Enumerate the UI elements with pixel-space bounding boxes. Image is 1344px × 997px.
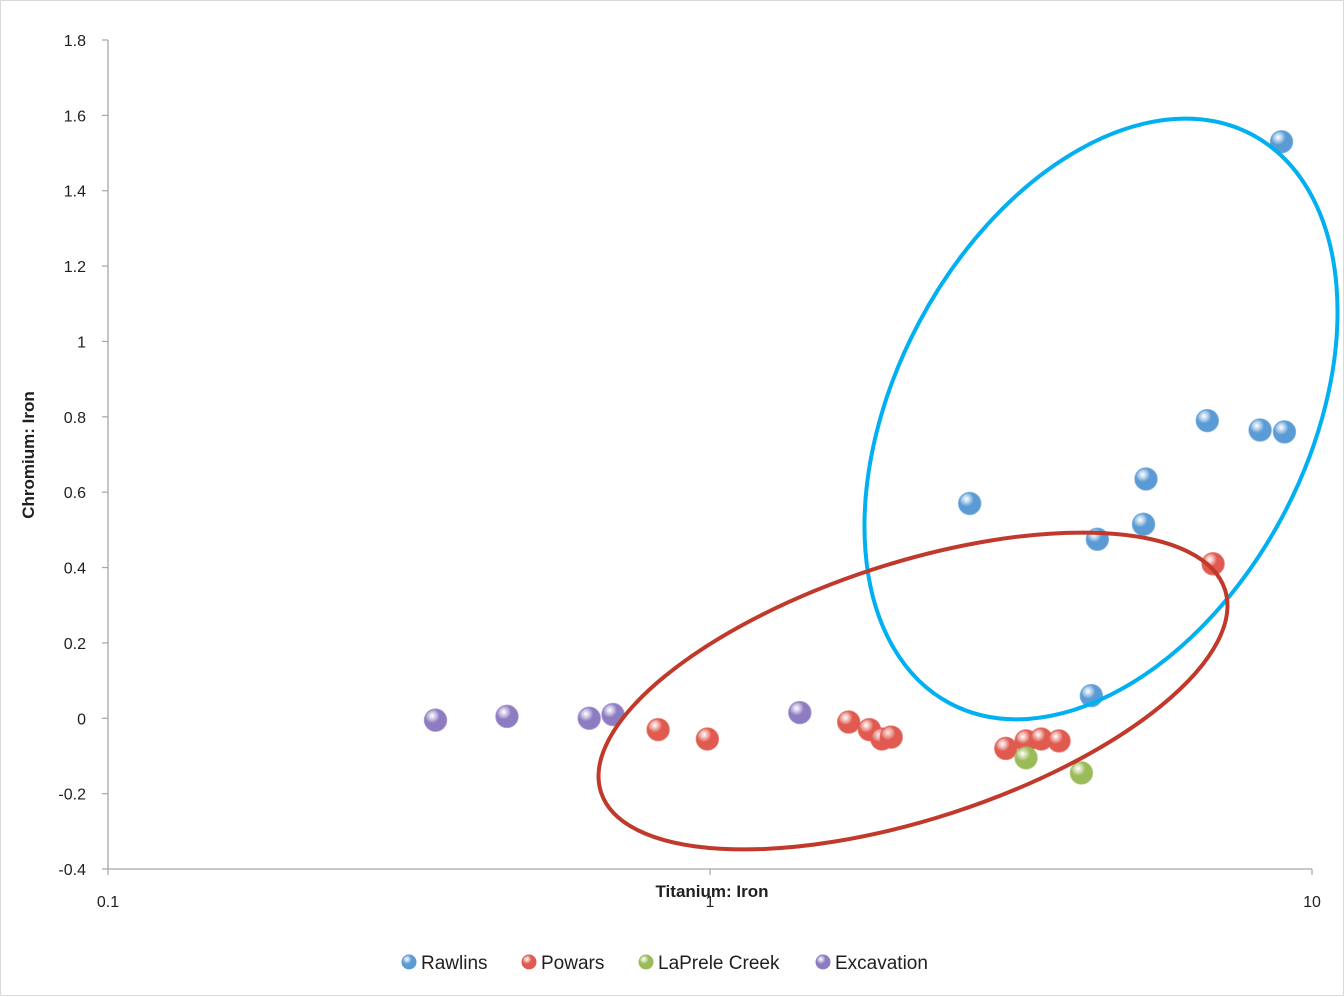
- y-tick-label: 1: [77, 334, 86, 351]
- y-tick-label: 1.8: [64, 33, 86, 50]
- legend-label-rawlins: Rawlins: [421, 953, 488, 974]
- y-tick-label: 1.2: [64, 259, 86, 276]
- legend-label-excavation: Excavation: [835, 953, 928, 974]
- data-point-excavation: [577, 706, 601, 731]
- legend-marker-rawlins: [401, 954, 417, 970]
- data-point-powars: [836, 710, 861, 734]
- data-point-rawlins: [1272, 420, 1297, 444]
- x-tick-label: 1: [706, 894, 715, 911]
- y-axis-title: Chromium: Iron: [19, 391, 38, 519]
- x-tick-label: 0.1: [97, 894, 119, 911]
- data-point-rawlins: [1134, 467, 1158, 491]
- y-tick-label: 0.2: [64, 636, 86, 653]
- data-point-rawlins: [1195, 408, 1220, 433]
- highlight-ellipse-red: [596, 530, 1230, 852]
- data-point-rawlins: [957, 491, 982, 516]
- y-tick-label: -0.4: [58, 862, 86, 879]
- legend-label-laprele-creek: LaPrele Creek: [658, 953, 780, 974]
- highlight-ellipse-blue: [862, 116, 1340, 722]
- x-axis-title: Titanium: Iron: [655, 882, 768, 901]
- data-point-excavation: [423, 708, 448, 732]
- y-tick-label: 1.4: [64, 184, 86, 201]
- y-tick-label: -0.2: [58, 787, 86, 804]
- data-point-laprele-creek: [1014, 746, 1038, 770]
- data-points: [423, 129, 1297, 785]
- legend-label-powars: Powars: [541, 953, 604, 974]
- data-point-excavation: [495, 704, 519, 729]
- y-tick-label: 0.6: [64, 485, 86, 502]
- y-tick-label: 0.4: [64, 561, 86, 578]
- legend-marker-laprele-creek: [638, 954, 654, 970]
- data-point-laprele-creek: [1069, 761, 1094, 785]
- data-point-powars: [646, 717, 670, 742]
- data-point-rawlins: [1248, 418, 1272, 442]
- data-point-powars: [1201, 552, 1225, 576]
- data-point-powars: [695, 727, 720, 751]
- legend-marker-powars: [521, 954, 537, 970]
- tick-labels: -0.4 -0.2 0 0.2 0.4 0.6 0.8 1 1.2 1.4 1.6 1.8 0.1 1 10: [58, 33, 1321, 911]
- data-point-rawlins: [1131, 512, 1156, 536]
- y-tick-label: 1.6: [64, 108, 86, 125]
- data-point-powars: [994, 736, 1018, 761]
- legend: Rawlins Powars LaPrele Creek Excavation: [401, 953, 928, 974]
- data-point-powars: [879, 725, 903, 749]
- data-point-rawlins: [1269, 129, 1294, 154]
- annotations: [596, 116, 1340, 852]
- data-point-excavation: [788, 700, 812, 725]
- y-tick-label: 0: [77, 711, 86, 728]
- data-point-powars: [1047, 729, 1071, 753]
- x-tick-label: 10: [1303, 894, 1321, 911]
- y-tick-label: 0.8: [64, 410, 86, 427]
- legend-marker-excavation: [815, 954, 831, 970]
